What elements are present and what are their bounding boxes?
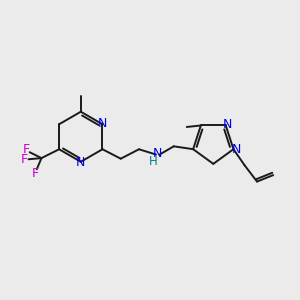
Text: H: H bbox=[149, 154, 158, 167]
Text: N: N bbox=[76, 156, 85, 169]
Text: N: N bbox=[223, 118, 232, 131]
Text: N: N bbox=[98, 117, 107, 130]
Text: F: F bbox=[22, 143, 30, 156]
Text: F: F bbox=[32, 167, 39, 180]
Text: F: F bbox=[21, 153, 28, 166]
Text: N: N bbox=[153, 147, 162, 160]
Text: N: N bbox=[232, 143, 241, 156]
